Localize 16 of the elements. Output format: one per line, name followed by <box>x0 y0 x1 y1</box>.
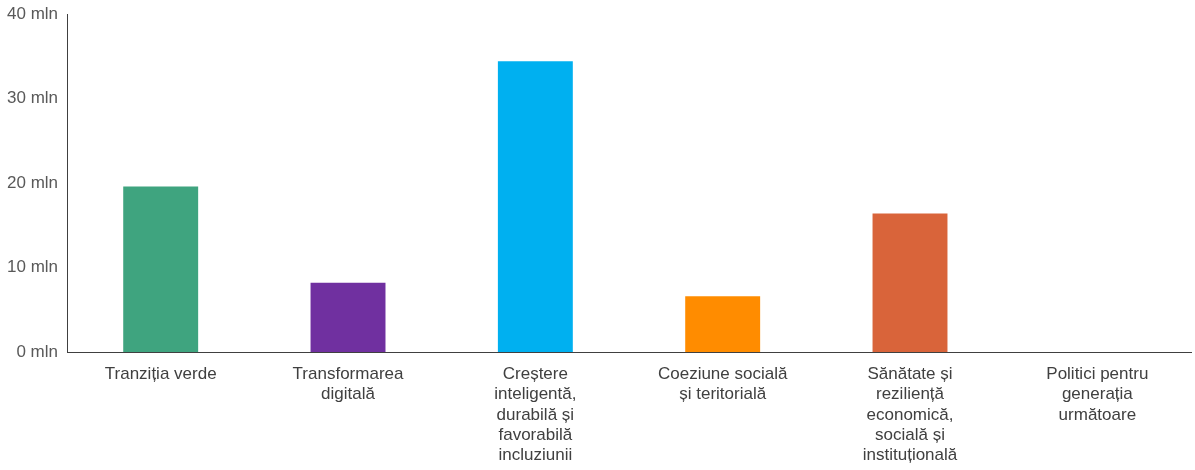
bar <box>872 213 948 352</box>
bar <box>497 61 573 352</box>
y-tick-label: 20 mln <box>6 172 59 192</box>
x-tick-label: Politici pentru generația următoare <box>1046 363 1149 424</box>
bar <box>685 296 761 352</box>
x-tick-label: Sănătate și reziliență economică, socială și instituțională <box>862 363 958 465</box>
x-tick-label: Transformarea digitală <box>292 363 404 404</box>
bar <box>310 282 386 352</box>
y-tick-label: 30 mln <box>6 88 59 108</box>
x-tick-label: Coeziune socială și teritorială <box>657 363 788 404</box>
y-tick-label: 10 mln <box>6 257 59 277</box>
x-tick-label: Creștere inteligentă, durabilă și favorabilă incluziunii <box>494 363 577 465</box>
y-tick-label: 40 mln <box>6 3 59 23</box>
bar <box>123 186 199 352</box>
y-tick-label: 0 mln <box>16 341 59 361</box>
x-tick-label: Tranziția verde <box>104 363 217 383</box>
